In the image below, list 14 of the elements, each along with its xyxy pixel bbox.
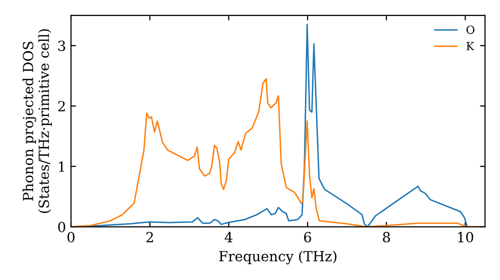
- x-tick-label: 4: [224, 232, 232, 242]
- y-tick-label: 1: [58, 161, 64, 172]
- y-tick-label: 3: [58, 40, 66, 52]
- y-axis-title: Phonon projected DOS (States/THz·primitive cell): [22, 29, 52, 213]
- x-tick-label: 8: [382, 232, 390, 242]
- y-tick-label: 2: [58, 100, 65, 112]
- x-axis-title: Frequency (THz): [219, 250, 336, 264]
- x-tick-label: 6: [304, 232, 312, 242]
- legend-label: K: [466, 42, 474, 50]
- x-tick-label: 2: [146, 232, 153, 242]
- x-tick-label: 0: [67, 232, 74, 242]
- legend-label: O: [466, 26, 474, 34]
- x-tick-label: 10: [458, 232, 474, 242]
- y-tick-label: 0: [58, 222, 66, 232]
